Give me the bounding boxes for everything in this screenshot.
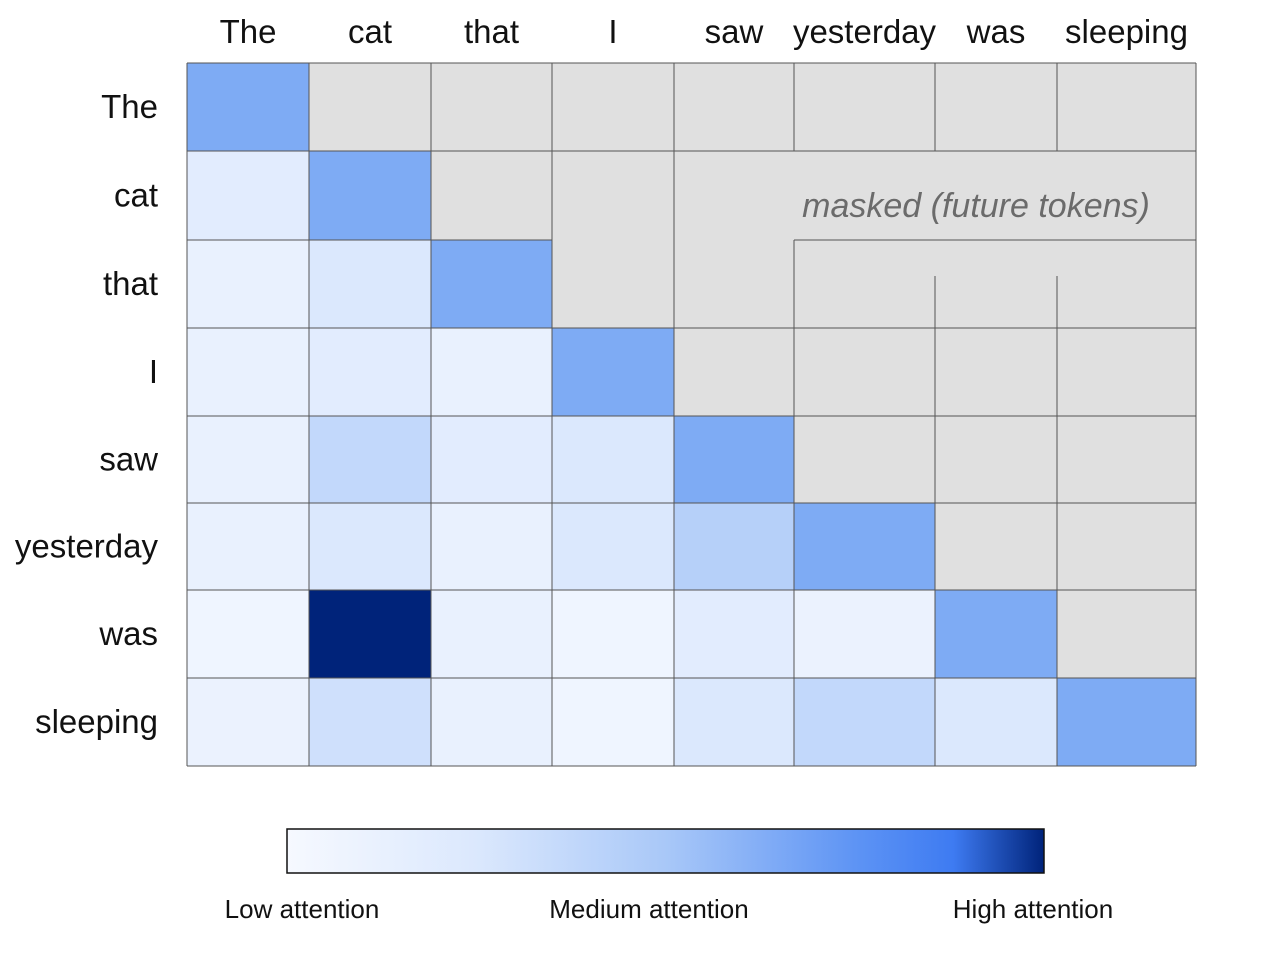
heatmap-cell — [431, 240, 552, 328]
heatmap-cell — [187, 416, 309, 503]
heatmap-cell — [431, 590, 552, 678]
heatmap-cell — [794, 590, 935, 678]
masked-cell — [794, 416, 935, 503]
heatmap-cell — [674, 416, 794, 503]
masked-cell — [1057, 240, 1196, 328]
x-tick-label: cat — [348, 13, 392, 50]
x-tick-label: saw — [705, 13, 764, 50]
masked-cell — [552, 63, 674, 151]
heatmap-cell — [187, 328, 309, 416]
heatmap-cell — [552, 590, 674, 678]
masked-cell — [794, 63, 935, 151]
heatmap-cell — [552, 416, 674, 503]
heatmap-cell — [309, 328, 431, 416]
heatmap-cell — [187, 63, 309, 151]
heatmap-grid — [186, 62, 1197, 767]
masked-cell — [1057, 151, 1196, 240]
masked-cell — [674, 328, 794, 416]
heatmap-cell — [309, 240, 431, 328]
heatmap-cell — [187, 678, 309, 766]
masked-cell — [1057, 328, 1196, 416]
heatmap-cells — [187, 63, 1196, 766]
heatmap-cell — [187, 240, 309, 328]
heatmap-cell — [309, 151, 431, 240]
x-tick-label: sleeping — [1065, 13, 1188, 50]
masked-cell — [431, 151, 552, 240]
masked-cell — [935, 328, 1057, 416]
masked-cell — [935, 151, 1057, 240]
x-tick-label: The — [220, 13, 277, 50]
masked-cell — [674, 151, 794, 240]
masked-cell — [794, 328, 935, 416]
masked-cell — [552, 151, 674, 240]
heatmap-cell — [552, 678, 674, 766]
y-tick-label: that — [103, 265, 158, 302]
heatmap-cell — [935, 678, 1057, 766]
y-tick-label: saw — [99, 441, 158, 478]
heatmap-cell — [552, 503, 674, 590]
y-tick-label: cat — [114, 177, 158, 214]
masked-cell — [309, 63, 431, 151]
heatmap-cell — [431, 678, 552, 766]
x-tick-label: that — [464, 13, 519, 50]
x-tick-label: was — [966, 13, 1026, 50]
masked-cell — [1057, 63, 1196, 151]
heatmap-cell — [431, 416, 552, 503]
masked-cell — [794, 240, 935, 328]
masked-cell — [935, 240, 1057, 328]
x-tick-label: yesterday — [793, 13, 937, 50]
masked-cell — [794, 151, 935, 240]
y-tick-label: sleeping — [35, 703, 158, 740]
heatmap-cell — [309, 590, 431, 678]
masked-cell — [674, 63, 794, 151]
masked-cell — [935, 63, 1057, 151]
heatmap-cell — [794, 503, 935, 590]
masked-cell — [674, 240, 794, 328]
heatmap-cell — [674, 503, 794, 590]
colorbar — [286, 828, 1045, 874]
y-tick-label: yesterday — [15, 528, 159, 565]
heatmap-cell — [431, 328, 552, 416]
heatmap-cell — [187, 590, 309, 678]
masked-cell — [1057, 416, 1196, 503]
colorbar-low-label: Low attention — [225, 894, 380, 924]
y-tick-label: I — [149, 353, 158, 390]
heatmap-cell — [187, 503, 309, 590]
heatmap-cell — [935, 590, 1057, 678]
heatmap-cell — [674, 590, 794, 678]
x-tick-label: I — [608, 13, 617, 50]
masked-cell — [935, 503, 1057, 590]
heatmap-cell — [309, 416, 431, 503]
heatmap-cell — [674, 678, 794, 766]
y-tick-label: The — [101, 88, 158, 125]
masked-cell — [1057, 503, 1196, 590]
masked-cell — [552, 240, 674, 328]
masked-region-annotation: masked (future tokens) — [802, 187, 1150, 225]
colorbar-mid-label: Medium attention — [549, 894, 748, 924]
heatmap-cell — [552, 328, 674, 416]
masked-cell — [1057, 590, 1196, 678]
heatmap-cell — [309, 503, 431, 590]
heatmap-cell — [431, 503, 552, 590]
y-tick-label: was — [98, 615, 158, 652]
masked-cell — [431, 63, 552, 151]
masked-cell — [935, 416, 1057, 503]
heatmap-cell — [187, 151, 309, 240]
heatmap-cell — [1057, 678, 1196, 766]
colorbar-high-label: High attention — [953, 894, 1113, 924]
heatmap-cell — [794, 678, 935, 766]
heatmap-cell — [309, 678, 431, 766]
